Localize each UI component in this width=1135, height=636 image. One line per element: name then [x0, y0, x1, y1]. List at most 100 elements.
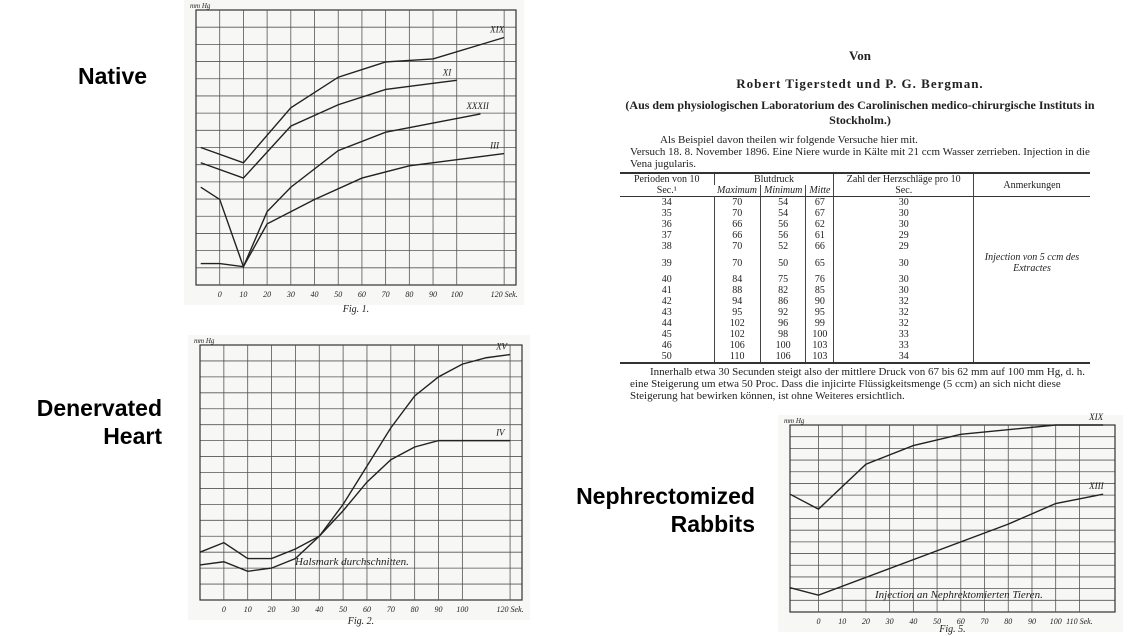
- header-cell: Maximum: [714, 185, 761, 197]
- table-row: 4294869032: [620, 296, 1090, 307]
- table-cell: 85: [806, 285, 834, 296]
- experiment: Versuch 18. 8. November 1896. Eine Niere…: [630, 146, 1100, 170]
- table-cell: 32: [834, 296, 974, 307]
- table-cell: 54: [761, 197, 806, 209]
- table-cell: 67: [806, 197, 834, 209]
- table-cell: 70: [714, 241, 761, 252]
- x-tick-label: 0: [816, 617, 820, 626]
- curve-label: XIII: [1088, 481, 1104, 491]
- table-cell: 95: [806, 307, 834, 318]
- table-cell: 61: [806, 230, 834, 241]
- x-tick-label: 90: [435, 605, 443, 614]
- table-cell: 65: [806, 252, 834, 274]
- table-cell: 86: [761, 296, 806, 307]
- x-tick-label: 70: [382, 290, 390, 299]
- table-cell: 88: [714, 285, 761, 296]
- annotation: Injection an Nephrektomierten Tieren.: [874, 589, 1043, 601]
- x-tick-label: 100: [1050, 617, 1062, 626]
- table-cell: 106: [761, 351, 806, 363]
- von: Von: [600, 48, 1120, 64]
- x-tick-label: 10: [838, 617, 846, 626]
- page: Native DenervatedHeart NephrectomizedRab…: [0, 0, 1135, 636]
- curve-label: XV: [495, 342, 508, 352]
- table-cell: 42: [620, 296, 714, 307]
- table-cell: 103: [806, 340, 834, 351]
- table-cell: 29: [834, 241, 974, 252]
- note-cell: [974, 318, 1091, 329]
- table-cell: 46: [620, 340, 714, 351]
- header-cell: Anmerkungen: [974, 173, 1091, 197]
- curve-label: III: [489, 141, 500, 151]
- x-tick-label: 30: [286, 290, 295, 299]
- x-tick-label: 80: [405, 290, 413, 299]
- table-cell: 34: [620, 197, 714, 209]
- table-cell: 45: [620, 329, 714, 340]
- table-cell: 92: [761, 307, 806, 318]
- curve-label: IV: [495, 428, 506, 438]
- x-tick-label: 90: [1028, 617, 1036, 626]
- y-unit: mm Hg: [784, 417, 805, 425]
- x-tick-label: 60: [358, 290, 366, 299]
- x-tick-label: 40: [311, 290, 319, 299]
- figure-caption: Fig. 1.: [342, 304, 369, 315]
- table-row: 4395929532: [620, 307, 1090, 318]
- curve-label: XIX: [1088, 412, 1103, 422]
- data-table: Perioden von 10 Sec.¹BlutdruckZahl der H…: [620, 172, 1090, 364]
- y-unit: mm Hg: [194, 337, 215, 345]
- table-cell: 32: [834, 318, 974, 329]
- table-cell: 43: [620, 307, 714, 318]
- table-row: 3666566230: [620, 219, 1090, 230]
- table-cell: 76: [806, 274, 834, 285]
- figure-caption: Fig. 2.: [347, 616, 374, 627]
- table-cell: 52: [761, 241, 806, 252]
- table-cell: 38: [620, 241, 714, 252]
- table-row: 5011010610334: [620, 351, 1090, 363]
- note-cell: [974, 285, 1091, 296]
- x-tick-label: 50: [339, 605, 347, 614]
- table-cell: 36: [620, 219, 714, 230]
- table-cell: 40: [620, 274, 714, 285]
- conclusion: Innerhalb etwa 30 Secunden steigt also d…: [630, 366, 1100, 402]
- note-cell: [974, 296, 1091, 307]
- table-cell: 100: [761, 340, 806, 351]
- x-tick-label: 40: [315, 605, 323, 614]
- figure-paper: [184, 0, 524, 305]
- table-cell: 54: [761, 208, 806, 219]
- x-tick-label: 80: [1004, 617, 1012, 626]
- header-cell: Minimum: [761, 185, 806, 197]
- table-row: 4188828530: [620, 285, 1090, 296]
- table-cell: 90: [806, 296, 834, 307]
- x-tick-label: 120 Sek.: [497, 605, 524, 614]
- institute: (Aus dem physiologischen Laboratorium de…: [600, 98, 1120, 128]
- table-cell: 33: [834, 329, 974, 340]
- table-cell: 66: [714, 219, 761, 230]
- x-tick-label: 50: [334, 290, 342, 299]
- table-cell: 110: [714, 351, 761, 363]
- x-tick-label: 20: [268, 605, 276, 614]
- y-unit: mm Hg: [190, 2, 211, 10]
- x-tick-label: 70: [387, 605, 395, 614]
- x-tick-label: 60: [363, 605, 371, 614]
- table-row: 3470546730: [620, 197, 1090, 209]
- table-cell: 34: [834, 351, 974, 363]
- table-cell: 102: [714, 318, 761, 329]
- curve-label: XI: [442, 67, 452, 77]
- intro: Als Beispiel davon theilen wir folgende …: [660, 134, 1120, 146]
- x-tick-label: 30: [885, 617, 894, 626]
- table-cell: 30: [834, 208, 974, 219]
- table-cell: 94: [714, 296, 761, 307]
- note-cell: [974, 307, 1091, 318]
- x-tick-label: 40: [909, 617, 917, 626]
- x-tick-label: 0: [222, 605, 226, 614]
- table-cell: 103: [806, 351, 834, 363]
- table-cell: 99: [806, 318, 834, 329]
- note-cell: [974, 329, 1091, 340]
- note-cell: [974, 351, 1091, 363]
- table-cell: 30: [834, 197, 974, 209]
- table-cell: 30: [834, 274, 974, 285]
